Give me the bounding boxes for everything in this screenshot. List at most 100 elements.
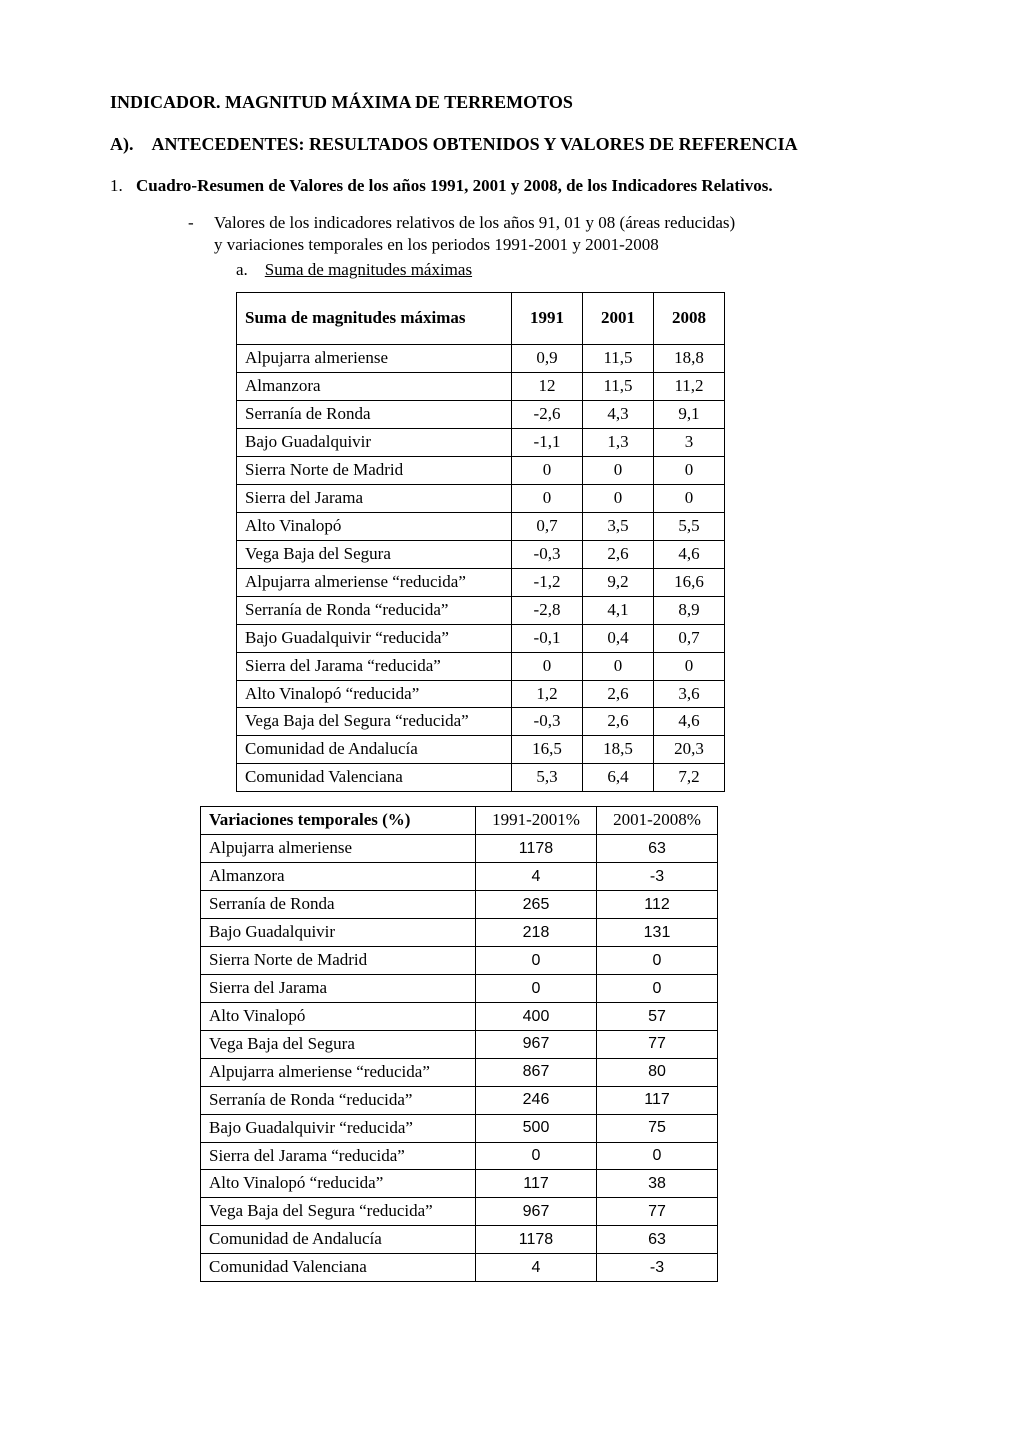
section-a-heading: A). ANTECEDENTES: RESULTADOS OBTENIDOS Y…: [110, 132, 910, 156]
table-cell: 77: [597, 1030, 718, 1058]
table-row: Alpujarra almeriense “reducida”-1,29,216…: [237, 568, 725, 596]
table-cell: 2,6: [583, 708, 654, 736]
table-cell: 3,6: [654, 680, 725, 708]
table-cell: 0: [654, 457, 725, 485]
table-row: Comunidad de Andalucía117863: [201, 1226, 718, 1254]
table-row: Alto Vinalopó40057: [201, 1002, 718, 1030]
table-cell: Sierra Norte de Madrid: [201, 946, 476, 974]
table-cell: 57: [597, 1002, 718, 1030]
table-cell: 63: [597, 1226, 718, 1254]
table-cell: 77: [597, 1198, 718, 1226]
table-header-cell: 1991-2001%: [476, 807, 597, 835]
table-cell: 117: [597, 1086, 718, 1114]
table-cell: 0: [597, 1142, 718, 1170]
table-header-cell: 1991: [512, 293, 583, 345]
table-cell: 0: [512, 484, 583, 512]
table-row: Almanzora4-3: [201, 863, 718, 891]
table-cell: Vega Baja del Segura: [201, 1030, 476, 1058]
table-cell: Serranía de Ronda “reducida”: [237, 596, 512, 624]
table-cell: Serranía de Ronda: [201, 891, 476, 919]
table-cell: 0,9: [512, 345, 583, 373]
table-cell: 11,5: [583, 345, 654, 373]
table-cell: Comunidad de Andalucía: [237, 736, 512, 764]
table-row: Sierra del Jarama00: [201, 974, 718, 1002]
table-cell: 0: [597, 946, 718, 974]
table-row: Serranía de Ronda-2,64,39,1: [237, 401, 725, 429]
table-row: Comunidad Valenciana5,36,47,2: [237, 764, 725, 792]
sub-a-text: Suma de magnitudes máximas: [265, 260, 472, 279]
table-header-cell: Variaciones temporales (%): [201, 807, 476, 835]
table-cell: 0,4: [583, 624, 654, 652]
item-text: Cuadro-Resumen de Valores de los años 19…: [136, 175, 773, 198]
table-cell: Vega Baja del Segura “reducida”: [201, 1198, 476, 1226]
table-cell: 4: [476, 863, 597, 891]
table-row: Sierra Norte de Madrid00: [201, 946, 718, 974]
table-cell: 0,7: [512, 512, 583, 540]
table-row: Sierra del Jarama “reducida”00: [201, 1142, 718, 1170]
table-row: Almanzora1211,511,2: [237, 373, 725, 401]
table-row: Vega Baja del Segura96777: [201, 1030, 718, 1058]
table-cell: Alto Vinalopó: [237, 512, 512, 540]
table-cell: 3: [654, 429, 725, 457]
table-cell: 265: [476, 891, 597, 919]
table-cell: 75: [597, 1114, 718, 1142]
dash-marker: -: [188, 212, 214, 258]
table-row: Comunidad de Andalucía16,518,520,3: [237, 736, 725, 764]
table-row: Serranía de Ronda “reducida”-2,84,18,9: [237, 596, 725, 624]
table-cell: Alto Vinalopó “reducida”: [237, 680, 512, 708]
table-variaciones: Variaciones temporales (%) 1991-2001% 20…: [200, 806, 718, 1282]
table-cell: 0: [583, 484, 654, 512]
table-cell: Comunidad de Andalucía: [201, 1226, 476, 1254]
table-cell: 7,2: [654, 764, 725, 792]
table-cell: Bajo Guadalquivir “reducida”: [237, 624, 512, 652]
table-cell: 500: [476, 1114, 597, 1142]
table-cell: Alto Vinalopó “reducida”: [201, 1170, 476, 1198]
table-row: Alto Vinalopó0,73,55,5: [237, 512, 725, 540]
page-title: INDICADOR. MAGNITUD MÁXIMA DE TERREMOTOS: [110, 90, 910, 114]
table-row: Bajo Guadalquivir-1,11,33: [237, 429, 725, 457]
table-cell: 9,2: [583, 568, 654, 596]
table-cell: Alto Vinalopó: [201, 1002, 476, 1030]
table-cell: 0: [476, 1142, 597, 1170]
table-cell: 1,2: [512, 680, 583, 708]
table-cell: -0,1: [512, 624, 583, 652]
table-cell: Vega Baja del Segura: [237, 540, 512, 568]
table-cell: 11,2: [654, 373, 725, 401]
table-header-cell: 2001-2008%: [597, 807, 718, 835]
table-cell: 967: [476, 1030, 597, 1058]
table-cell: Alpujarra almeriense: [237, 345, 512, 373]
table-row: Alto Vinalopó “reducida”11738: [201, 1170, 718, 1198]
dash-text: Valores de los indicadores relativos de …: [214, 212, 910, 258]
table-cell: 0: [583, 457, 654, 485]
table-cell: 218: [476, 919, 597, 947]
table-cell: 16,6: [654, 568, 725, 596]
table-cell: -0,3: [512, 540, 583, 568]
table-header-row: Suma de magnitudes máximas 1991 2001 200…: [237, 293, 725, 345]
table-row: Alpujarra almeriense117863: [201, 835, 718, 863]
table-cell: 0: [512, 457, 583, 485]
table-cell: -3: [597, 863, 718, 891]
table-row: Bajo Guadalquivir “reducida”-0,10,40,7: [237, 624, 725, 652]
table-cell: 867: [476, 1058, 597, 1086]
table-cell: 63: [597, 835, 718, 863]
table-cell: 4,6: [654, 708, 725, 736]
table-cell: 16,5: [512, 736, 583, 764]
table-cell: 0: [583, 652, 654, 680]
table-cell: -2,6: [512, 401, 583, 429]
table-cell: 112: [597, 891, 718, 919]
table-cell: 131: [597, 919, 718, 947]
table-cell: 11,5: [583, 373, 654, 401]
table-cell: 4,3: [583, 401, 654, 429]
dash-line-1: Valores de los indicadores relativos de …: [214, 213, 735, 232]
table-row: Alto Vinalopó “reducida”1,22,63,6: [237, 680, 725, 708]
table-cell: Bajo Guadalquivir: [237, 429, 512, 457]
table-header-cell: Suma de magnitudes máximas: [237, 293, 512, 345]
table-cell: Sierra del Jarama “reducida”: [237, 652, 512, 680]
table-row: Bajo Guadalquivir “reducida”50075: [201, 1114, 718, 1142]
table-cell: 18,5: [583, 736, 654, 764]
table-row: Comunidad Valenciana4-3: [201, 1254, 718, 1282]
sub-a-label: a.: [236, 260, 248, 279]
table-cell: 1178: [476, 835, 597, 863]
table-cell: 400: [476, 1002, 597, 1030]
table-row: Alpujarra almeriense “reducida”86780: [201, 1058, 718, 1086]
